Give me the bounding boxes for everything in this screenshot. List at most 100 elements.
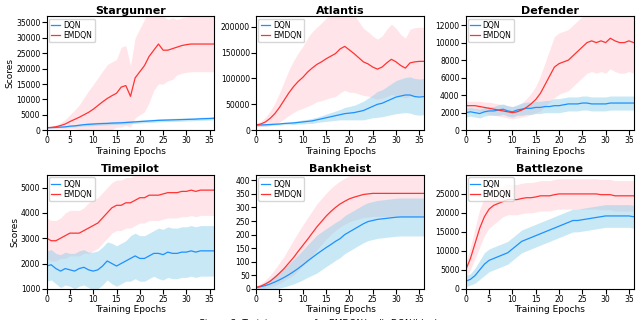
EMDQN xyxy=(476,226,484,230)
EMDQN xyxy=(476,105,484,108)
DQN xyxy=(597,102,605,106)
DQN xyxy=(360,108,367,112)
EMDQN xyxy=(527,196,535,200)
EMDQN xyxy=(196,42,204,46)
DQN xyxy=(290,270,298,274)
EMDQN xyxy=(90,224,97,228)
EMDQN xyxy=(164,191,172,195)
DQN xyxy=(80,123,88,127)
DQN xyxy=(178,250,186,254)
EMDQN xyxy=(159,48,167,52)
EMDQN xyxy=(532,195,540,199)
EMDQN xyxy=(178,44,186,47)
EMDQN xyxy=(141,196,148,200)
DQN xyxy=(471,274,479,277)
DQN xyxy=(569,219,577,222)
Y-axis label: Scores: Scores xyxy=(6,58,15,88)
EMDQN xyxy=(113,204,120,207)
EMDQN xyxy=(290,256,298,260)
DQN xyxy=(164,118,172,122)
EMDQN xyxy=(70,231,78,235)
DQN xyxy=(57,125,65,129)
EMDQN xyxy=(173,191,181,195)
EMDQN xyxy=(317,220,325,223)
EMDQN xyxy=(550,193,558,196)
DQN xyxy=(588,216,595,220)
EMDQN xyxy=(630,41,637,44)
DQN xyxy=(341,112,349,116)
EMDQN xyxy=(392,191,400,195)
DQN xyxy=(593,216,600,220)
DQN xyxy=(70,269,78,273)
EMDQN xyxy=(350,52,358,55)
EMDQN xyxy=(560,192,568,196)
EMDQN xyxy=(262,282,269,286)
Line: EMDQN: EMDQN xyxy=(47,190,214,241)
DQN xyxy=(560,222,568,226)
EMDQN xyxy=(141,64,148,68)
EMDQN xyxy=(579,45,586,49)
EMDQN xyxy=(364,192,372,196)
EMDQN xyxy=(374,67,381,71)
EMDQN xyxy=(490,107,497,111)
DQN xyxy=(206,249,214,253)
EMDQN xyxy=(481,215,488,219)
EMDQN xyxy=(616,194,623,198)
DQN xyxy=(541,230,549,234)
DQN xyxy=(90,122,97,126)
DQN xyxy=(406,215,414,219)
EMDQN xyxy=(52,239,60,243)
EMDQN xyxy=(499,200,507,204)
DQN xyxy=(467,277,474,281)
DQN xyxy=(611,214,619,218)
EMDQN xyxy=(607,193,614,196)
EMDQN xyxy=(285,91,292,95)
DQN xyxy=(346,230,353,234)
DQN xyxy=(490,257,497,260)
DQN xyxy=(490,109,497,113)
DQN xyxy=(574,219,582,222)
DQN xyxy=(108,261,116,265)
DQN xyxy=(276,122,284,126)
DQN xyxy=(532,234,540,237)
Title: Battlezone: Battlezone xyxy=(516,164,583,174)
EMDQN xyxy=(485,106,493,110)
DQN xyxy=(108,121,116,125)
DQN xyxy=(173,118,181,122)
EMDQN xyxy=(122,84,130,87)
EMDQN xyxy=(471,104,479,108)
EMDQN xyxy=(47,239,55,243)
DQN xyxy=(411,215,419,219)
EMDQN xyxy=(266,116,274,120)
DQN xyxy=(308,256,316,260)
EMDQN xyxy=(276,271,284,275)
DQN xyxy=(392,215,400,219)
DQN xyxy=(127,120,134,124)
DQN xyxy=(266,123,274,126)
DQN xyxy=(43,264,51,268)
EMDQN xyxy=(364,62,372,66)
DQN xyxy=(280,122,288,125)
DQN xyxy=(173,252,181,255)
EMDQN xyxy=(471,241,479,245)
EMDQN xyxy=(131,198,139,202)
DQN xyxy=(518,239,525,243)
DQN xyxy=(341,233,349,236)
DQN xyxy=(136,120,143,124)
EMDQN xyxy=(257,122,265,126)
DQN xyxy=(164,250,172,254)
Legend: DQN, EMDQN: DQN, EMDQN xyxy=(49,19,95,42)
EMDQN xyxy=(564,192,572,196)
DQN xyxy=(61,267,69,270)
EMDQN xyxy=(597,39,605,43)
DQN xyxy=(355,225,363,228)
DQN xyxy=(388,97,396,101)
DQN xyxy=(271,280,278,284)
DQN xyxy=(317,249,325,253)
DQN xyxy=(122,259,130,263)
DQN xyxy=(113,121,120,125)
EMDQN xyxy=(182,43,190,47)
DQN xyxy=(550,104,558,108)
Line: EMDQN: EMDQN xyxy=(256,193,424,287)
DQN xyxy=(495,255,502,259)
